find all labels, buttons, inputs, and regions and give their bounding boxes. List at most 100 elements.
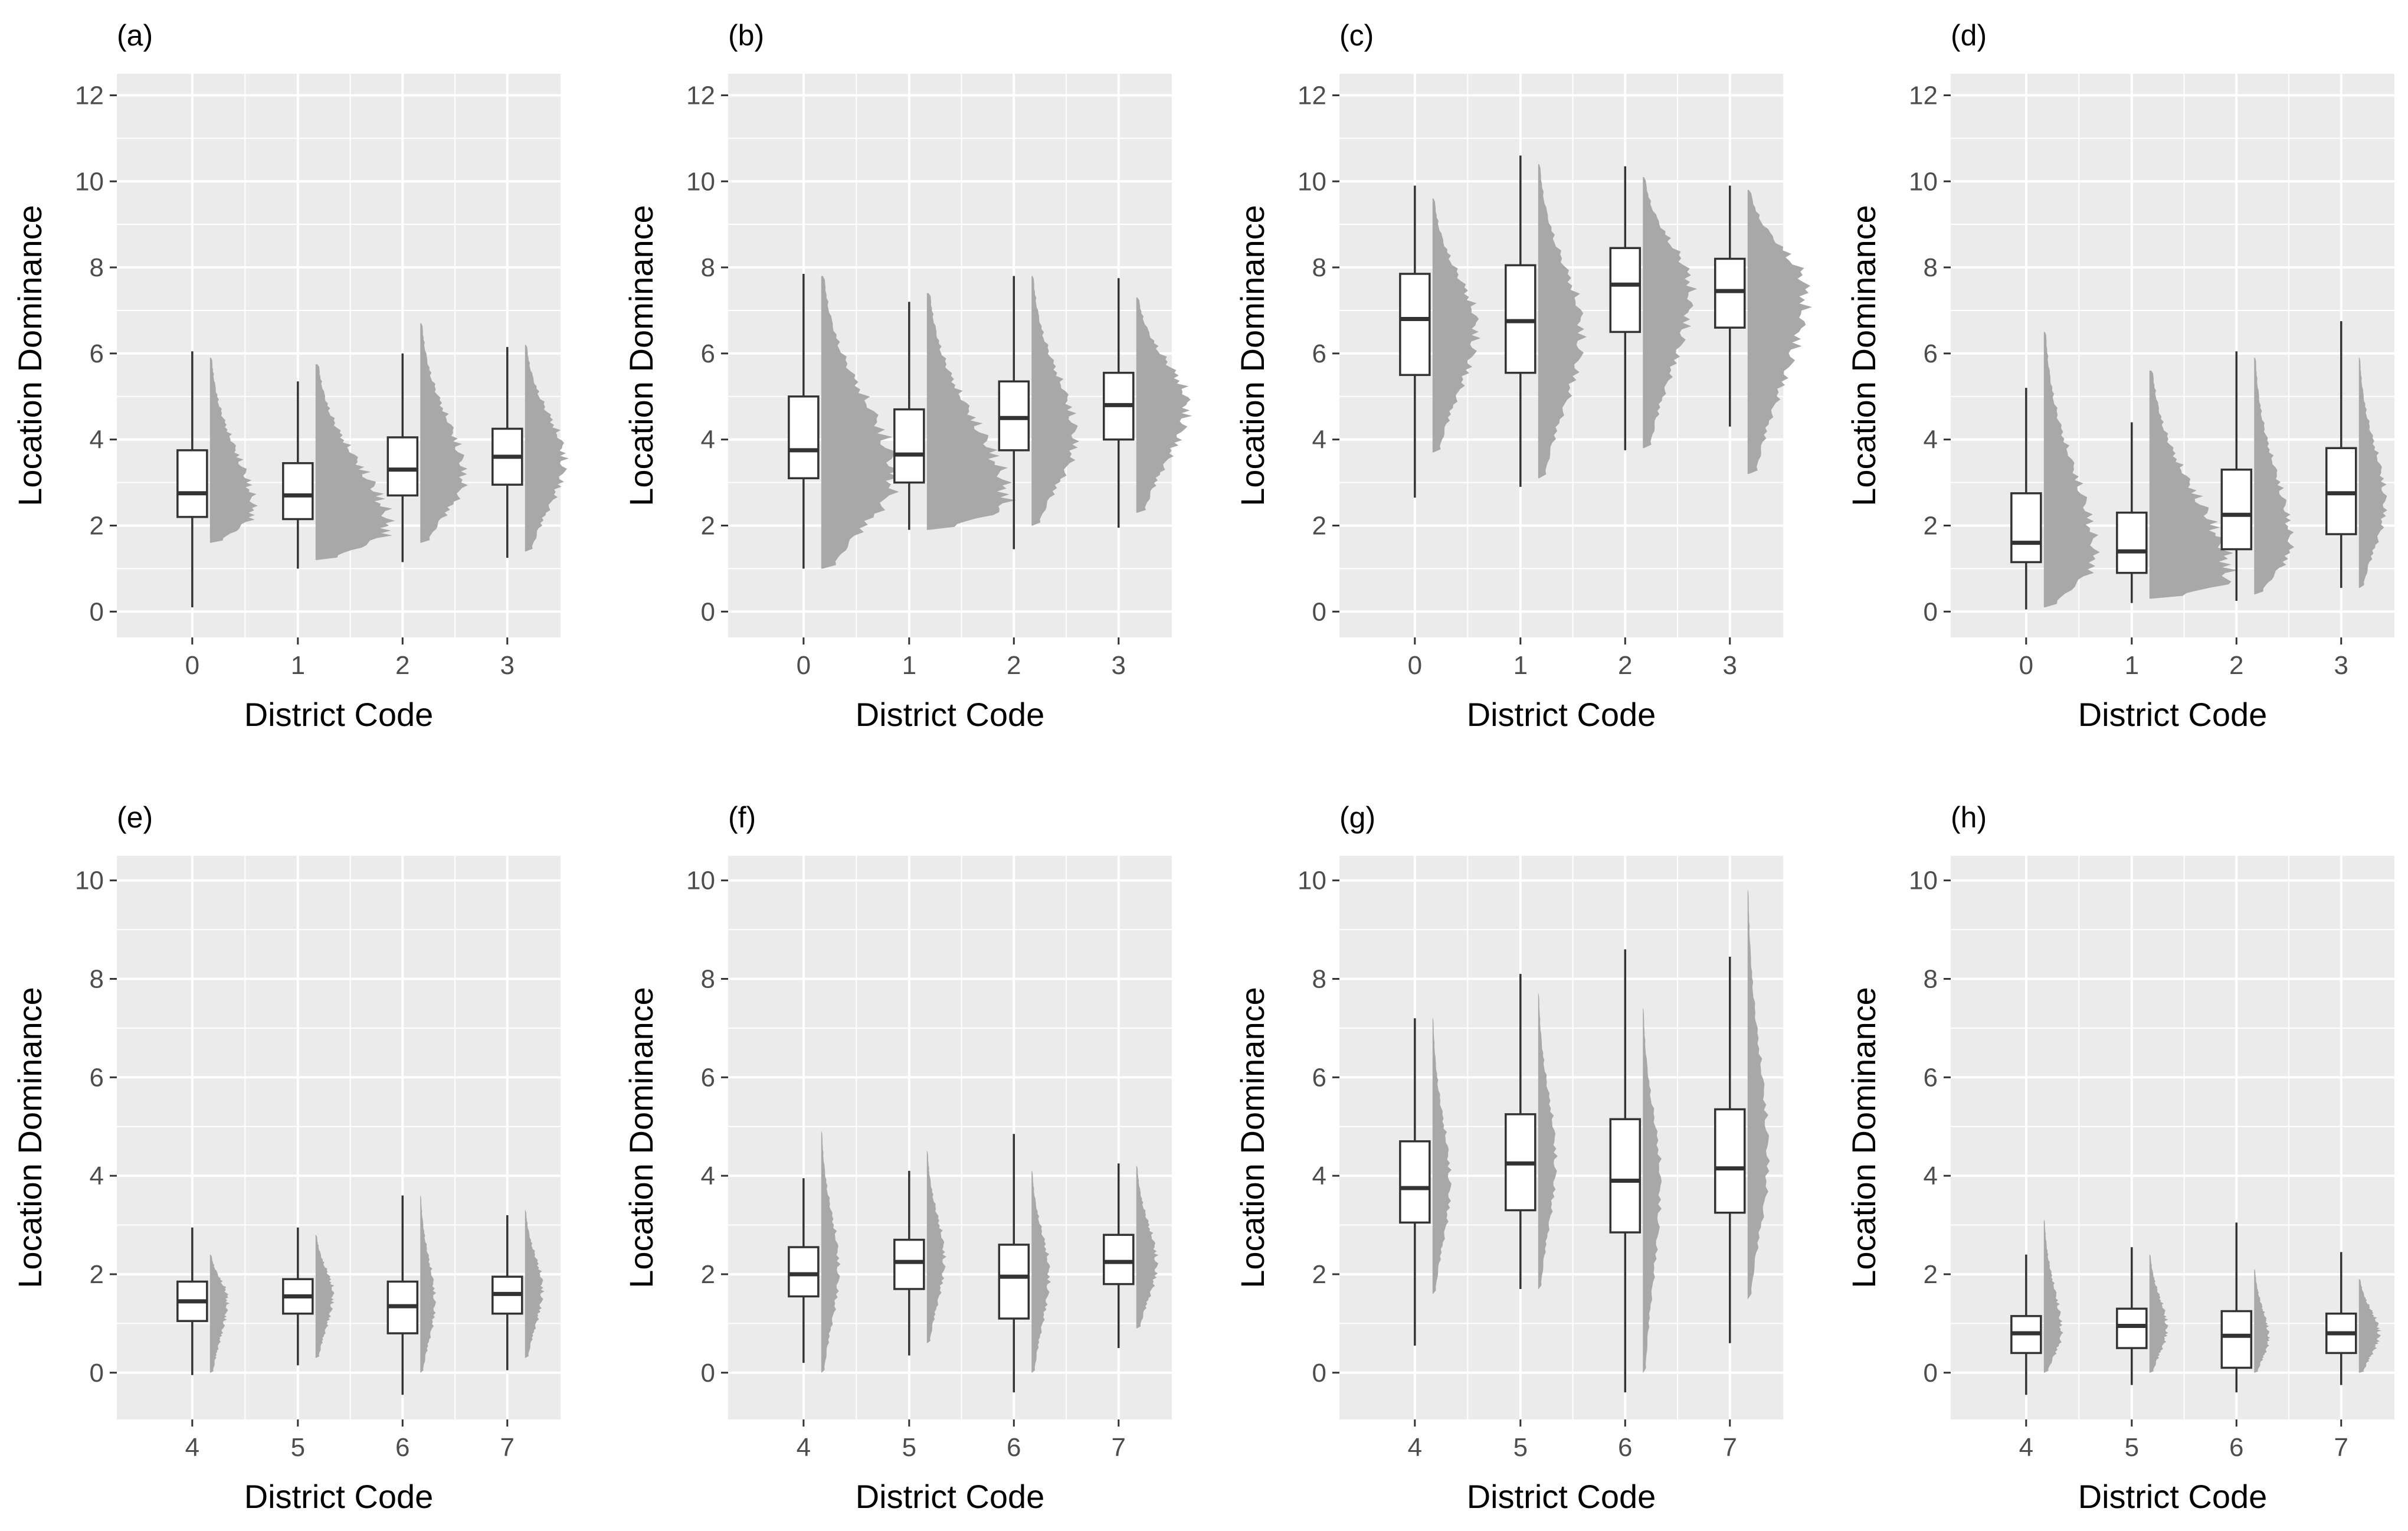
boxplot-2: [2220, 351, 2253, 601]
boxplot-5: [282, 1227, 314, 1366]
boxplot-2: [386, 353, 419, 562]
y-tick-label: 12: [75, 81, 104, 110]
y-tick-label: 8: [1924, 965, 1938, 994]
boxplot-5: [1505, 974, 1536, 1289]
x-tick-label: 4: [2019, 1433, 2033, 1462]
box-iqr: [998, 380, 1030, 452]
y-tick-label: 8: [90, 253, 104, 282]
x-axis-title: District Code: [2078, 1478, 2268, 1515]
box-iqr: [998, 1244, 1030, 1320]
x-axis-title: District Code: [856, 1478, 1045, 1515]
box-iqr: [893, 408, 925, 484]
x-tick-label: 2: [1618, 651, 1632, 680]
y-tick-label: 0: [701, 597, 715, 626]
y-tick-label: 0: [90, 597, 104, 626]
distribution-0: [1432, 198, 1481, 453]
boxplot-3: [2325, 321, 2357, 588]
x-axis-title: District Code: [244, 696, 434, 733]
y-axis-title: Location Dominance: [1234, 205, 1271, 506]
distribution-4: [209, 1254, 230, 1373]
y-tick-label: 10: [1298, 866, 1326, 895]
panel-tag: (g): [1339, 801, 1375, 834]
y-axis-title: Location Dominance: [623, 205, 660, 506]
boxplot-3: [492, 346, 523, 558]
boxplot-6: [1609, 949, 1642, 1393]
panel-background: [728, 856, 1172, 1419]
x-axis-title: District Code: [244, 1478, 434, 1515]
boxplot-0: [176, 351, 208, 607]
y-axis-title: Location Dominance: [1845, 205, 1882, 506]
x-tick-label: 0: [2019, 651, 2033, 680]
y-axis-title: Location Dominance: [1845, 987, 1882, 1288]
x-tick-label: 6: [1007, 1433, 1021, 1462]
y-tick-label: 0: [1312, 1359, 1326, 1388]
y-tick-label: 12: [1909, 81, 1938, 110]
distribution-7: [1747, 890, 1770, 1299]
x-tick-label: 3: [1723, 651, 1737, 680]
panel-background: [728, 74, 1172, 637]
x-tick-label: 2: [2229, 651, 2243, 680]
x-tick-label: 4: [1408, 1433, 1422, 1462]
distribution-5: [315, 1235, 335, 1358]
y-tick-label: 10: [686, 167, 715, 196]
box-iqr: [1609, 1118, 1642, 1234]
x-axis-title: District Code: [856, 696, 1045, 733]
distribution-6: [2254, 1269, 2271, 1373]
distribution-2: [420, 323, 468, 543]
x-tick-label: 2: [1007, 651, 1021, 680]
box-iqr: [1714, 1108, 1746, 1214]
boxplot-1: [893, 302, 925, 530]
x-tick-label: 6: [2229, 1433, 2243, 1462]
distribution-0: [209, 358, 258, 543]
y-axis-title: Location Dominance: [623, 987, 660, 1288]
x-tick-label: 7: [2334, 1433, 2348, 1462]
distribution-3: [1136, 297, 1192, 513]
y-tick-label: 10: [1298, 167, 1326, 196]
box-iqr: [282, 462, 314, 521]
x-tick-label: 6: [395, 1433, 409, 1462]
distribution-2: [1643, 176, 1698, 449]
distribution-2: [1031, 276, 1080, 526]
y-tick-label: 4: [1924, 1162, 1938, 1190]
box-iqr: [176, 449, 208, 518]
y-tick-label: 8: [90, 965, 104, 994]
panel-g: 0 2 4 6 8 10 4 5 6 7 (g) District Code Location Domi…: [1234, 801, 1783, 1515]
y-tick-label: 4: [1924, 426, 1938, 454]
x-axis-title: District Code: [1467, 1478, 1656, 1515]
panel-h: 0 2 4 6 8 10 4 5 6 7 (h) District Code Location Domi…: [1845, 801, 2394, 1515]
y-axis-title: Location Dominance: [1234, 987, 1271, 1288]
y-tick-label: 8: [1312, 253, 1326, 282]
distribution-0: [821, 276, 900, 569]
x-tick-label: 1: [2125, 651, 2139, 680]
boxplot-3: [1714, 185, 1746, 427]
box-iqr: [2220, 468, 2253, 551]
y-tick-label: 6: [1924, 339, 1938, 368]
y-tick-label: 8: [1924, 253, 1938, 282]
y-tick-label: 6: [701, 339, 715, 368]
y-tick-label: 6: [1312, 1063, 1326, 1092]
x-tick-label: 5: [2125, 1433, 2139, 1462]
y-tick-label: 0: [1312, 597, 1326, 626]
distribution-7: [525, 1210, 545, 1358]
box-iqr: [1714, 257, 1746, 329]
x-axis-title: District Code: [2078, 696, 2268, 733]
distribution-0: [2043, 332, 2100, 607]
box-iqr: [386, 436, 419, 497]
boxplot-4: [1399, 1018, 1431, 1346]
y-tick-label: 2: [701, 511, 715, 540]
panel-background: [117, 856, 561, 1419]
panel-f: 0 2 4 6 8 10 4 5 6 7 (f) District Code Location Domi…: [623, 801, 1172, 1515]
y-tick-label: 6: [1312, 339, 1326, 368]
distribution-1: [926, 293, 1017, 530]
x-axis-title: District Code: [1467, 696, 1656, 733]
x-tick-label: 1: [1513, 651, 1528, 680]
distribution-7: [1136, 1166, 1159, 1329]
box-iqr: [2116, 1307, 2148, 1349]
y-tick-label: 2: [1924, 511, 1938, 540]
boxplot-6: [998, 1134, 1030, 1393]
x-tick-label: 0: [185, 651, 199, 680]
boxplot-7: [1103, 1163, 1135, 1349]
